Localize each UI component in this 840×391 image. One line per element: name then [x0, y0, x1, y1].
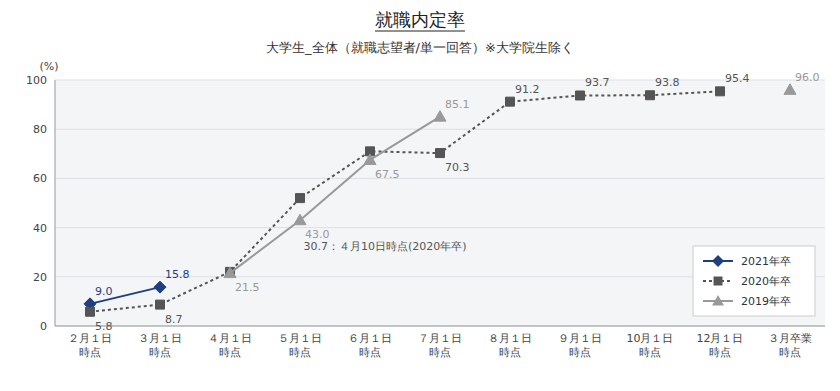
grid-line: [55, 326, 825, 327]
data-label: 21.5: [235, 281, 260, 294]
legend-label: 2021年卒: [741, 255, 791, 268]
x-tick-label-line: 時点: [779, 346, 801, 359]
legend-label: 2020年卒: [741, 275, 791, 288]
grid-line: [55, 178, 825, 179]
x-tick-label-line: ７月１日: [418, 332, 462, 345]
series-marker: [646, 91, 655, 100]
x-tick-label-line: ３月卒業: [768, 332, 812, 345]
legend: 2021年卒 2020年卒 2019年卒: [693, 246, 815, 316]
series-marker: [506, 97, 515, 106]
legend-marker: [712, 255, 724, 267]
x-tick-label-line: ６月１日: [348, 332, 392, 345]
x-tick-label-line: 時点: [709, 346, 731, 359]
x-tick-label-line: 時点: [79, 346, 101, 359]
x-tick-label: ６月１日時点: [348, 332, 392, 359]
legend-marker: [714, 277, 723, 286]
x-tick-label: ３月卒業時点: [768, 332, 812, 359]
series-marker: [86, 307, 95, 316]
x-tick-label-line: 時点: [639, 346, 661, 359]
y-axis: [55, 80, 56, 326]
series-marker: [436, 149, 445, 158]
data-label: 95.4: [725, 72, 750, 85]
x-tick-label: ７月１日時点: [418, 332, 462, 359]
chart: 就職内定率大学生_全体（就職志望者/単一回答）※大学院生除く 0 20 40 60 80 1…: [0, 0, 840, 391]
data-label: 5.8: [95, 320, 113, 333]
data-label: 15.8: [165, 268, 190, 281]
y-tick-label: 80: [33, 123, 47, 136]
series-marker: [576, 91, 585, 100]
x-tick-label-line: 時点: [149, 346, 171, 359]
x-tick-label-line: ８月１日: [488, 332, 532, 345]
x-tick-label-line: 時点: [429, 346, 451, 359]
y-tick-label: 60: [33, 172, 47, 185]
x-tick-label: ３月１日時点: [138, 332, 182, 359]
grid-line: [55, 129, 825, 130]
x-tick-label-line: 時点: [499, 346, 521, 359]
x-tick-label-line: 時点: [359, 346, 381, 359]
subtitle: 大学生_全体（就職志望者/単一回答）※大学院生除く: [266, 40, 574, 55]
data-label: 93.8: [655, 76, 680, 89]
grid-line: [55, 80, 825, 81]
x-tick-label: ５月１日時点: [278, 332, 322, 359]
y-tick-label: 100: [26, 74, 47, 87]
grid-line: [55, 227, 825, 228]
series-marker: [784, 84, 796, 95]
y-tick-label: 40: [33, 222, 47, 235]
data-label: 70.3: [445, 161, 470, 174]
x-tick-label: ４月１日時点: [208, 332, 252, 359]
series-marker: [154, 281, 166, 293]
marks: [84, 84, 796, 316]
data-label: 85.1: [445, 98, 470, 111]
data-label: 67.5: [375, 168, 400, 181]
series-marker: [296, 194, 305, 203]
x-axis: [55, 326, 825, 327]
x-tick-label-line: 10月１日: [627, 332, 674, 345]
plot-area: [55, 80, 825, 326]
y-tick-label: 0: [40, 320, 47, 333]
data-label: 8.7: [165, 313, 183, 326]
x-tick-label: ９月１日時点: [558, 332, 602, 359]
title-underline: [375, 31, 465, 32]
series-marker: [364, 154, 376, 165]
data-label: 43.0: [305, 228, 330, 241]
series-marker: [224, 267, 236, 278]
series-marker: [434, 111, 446, 122]
x-tick-label-line: ４月１日: [208, 332, 252, 345]
legend-marker: [712, 295, 724, 306]
data-label: 93.7: [585, 76, 610, 89]
y-axis-label: (%): [39, 60, 58, 73]
x-tick-label: ２月１日時点: [68, 332, 112, 359]
data-label: 9.0: [95, 285, 113, 298]
y-tick-label: 20: [33, 271, 47, 284]
legend-box: [693, 246, 815, 316]
x-tick-label-line: 時点: [569, 346, 591, 359]
labels: 9.0 15.8 5.8 8.7 70.3 91.2 93.7 93.8 95.4 21.5 43.…: [95, 71, 820, 333]
x-tick-label: 10月１日時点: [627, 332, 674, 359]
x-tick-label-line: ５月１日: [278, 332, 322, 345]
x-tick-label: ８月１日時点: [488, 332, 532, 359]
x-tick-label-line: 時点: [219, 346, 241, 359]
legend-label: 2019年卒: [741, 295, 791, 308]
x-tick-label: 12月１日時点: [697, 332, 744, 359]
series-marker: [294, 214, 306, 225]
x-tick-label-line: ２月１日: [68, 332, 112, 345]
series-line: [90, 91, 720, 311]
data-label: 91.2: [515, 83, 540, 96]
title: 就職内定率: [375, 9, 465, 30]
x-tick-label-line: ９月１日: [558, 332, 602, 345]
series-marker: [716, 87, 725, 96]
data-label: 96.0: [795, 71, 820, 84]
series-marker: [156, 300, 165, 309]
annotation: 30.7：４月10日時点(2020年卒): [304, 240, 467, 253]
x-tick-label-line: 時点: [289, 346, 311, 359]
x-tick-label-line: ３月１日: [138, 332, 182, 345]
x-tick-label-line: 12月１日: [697, 332, 744, 345]
